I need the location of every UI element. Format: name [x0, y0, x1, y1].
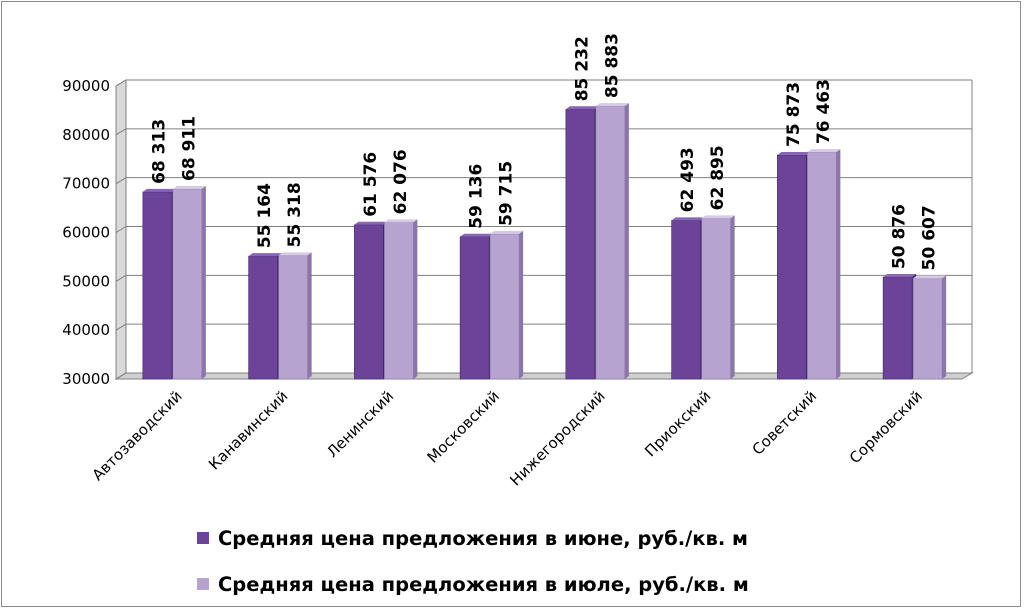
legend-swatch-july — [197, 578, 209, 590]
bar-july — [278, 255, 308, 380]
data-label: 50 876 — [890, 204, 910, 269]
data-label: 85 232 — [572, 36, 592, 101]
data-label: 68 911 — [179, 116, 199, 181]
bar-top — [807, 149, 841, 153]
gridline-depth — [115, 226, 127, 233]
bar-july — [595, 105, 626, 380]
bar-top — [460, 233, 494, 237]
legend-item-july: Средняя цена предложения в июле, руб./кв… — [197, 561, 897, 607]
bar-side — [942, 275, 947, 379]
data-label: 59 136 — [467, 164, 487, 229]
bar-june — [142, 191, 173, 380]
data-label: 59 715 — [497, 161, 517, 226]
legend-swatch-june — [197, 532, 209, 544]
x-category-label: Нижегородский — [506, 387, 608, 489]
bar-july — [384, 222, 414, 380]
y-tick-label: 50000 — [62, 272, 110, 290]
x-category-label: Автозаводский — [89, 387, 186, 484]
bar-side — [413, 219, 418, 379]
data-label: 62 895 — [708, 145, 728, 210]
y-tick-label: 60000 — [62, 224, 110, 242]
bar-top — [565, 106, 599, 110]
x-category-label: Советский — [749, 387, 821, 459]
x-category-label: Приокский — [641, 387, 714, 460]
bar-top — [384, 219, 418, 223]
data-label: 85 883 — [602, 33, 622, 98]
bar-side — [201, 185, 206, 379]
data-label: 61 576 — [361, 152, 381, 217]
data-label: 68 313 — [149, 119, 169, 184]
bar-july — [172, 188, 203, 380]
legend-item-june: Средняя цена предложения в июне, руб./кв… — [197, 515, 897, 561]
bar-side — [730, 215, 735, 379]
bar-top — [490, 230, 524, 234]
bar-june — [354, 224, 384, 380]
bar-side — [519, 230, 524, 379]
gridline-depth — [115, 372, 127, 380]
bar-top — [671, 217, 705, 221]
bar-top — [354, 221, 388, 225]
bar-june — [671, 220, 701, 380]
bar-top — [913, 275, 947, 279]
bar-side — [307, 252, 312, 379]
data-label: 50 607 — [920, 205, 940, 270]
bar-side — [836, 149, 841, 379]
bar-june — [459, 236, 490, 380]
y-tick-label: 90000 — [62, 77, 110, 95]
bar-july — [489, 233, 520, 380]
bar-june — [248, 255, 278, 380]
bar-top — [248, 253, 282, 257]
bar-july — [912, 278, 943, 380]
bar-july — [807, 151, 837, 380]
bar-top — [142, 188, 176, 192]
bar-june — [777, 154, 807, 380]
data-label: 55 318 — [285, 182, 305, 247]
data-label: 75 873 — [784, 82, 804, 147]
y-tick-label: 40000 — [62, 321, 110, 339]
gridline-depth — [115, 177, 127, 185]
x-category-label: Московский — [424, 387, 503, 466]
legend-label-june: Средняя цена предложения в июне, руб./кв… — [218, 526, 748, 550]
bar-top — [777, 151, 811, 155]
legend-label-july: Средняя цена предложения в июле, руб./кв… — [218, 572, 749, 596]
y-tick-label: 30000 — [62, 370, 110, 388]
bar-top — [172, 185, 206, 189]
x-category-label: Сормовский — [846, 387, 926, 467]
bar-side — [624, 103, 629, 380]
gridline-depth — [115, 128, 127, 136]
bar-july — [701, 218, 731, 380]
x-category-label: Канавинский — [205, 387, 291, 473]
floor — [114, 372, 974, 380]
x-category-label: Ленинский — [323, 387, 397, 461]
y-tick-label: 80000 — [62, 126, 110, 144]
gridline-depth — [115, 323, 127, 331]
bar-june — [565, 108, 596, 380]
data-label: 62 493 — [678, 147, 698, 212]
bar-top — [883, 274, 917, 278]
bar-top — [701, 215, 735, 219]
bar-june — [882, 276, 913, 380]
legend: Средняя цена предложения в июне, руб./кв… — [197, 515, 897, 607]
bar-top — [595, 103, 629, 107]
bar-top — [278, 252, 312, 256]
gridline-depth — [115, 274, 127, 282]
y-tick-label: 70000 — [62, 175, 110, 193]
data-label: 62 076 — [391, 149, 411, 214]
gridline-depth — [115, 79, 127, 87]
data-label: 55 164 — [255, 183, 275, 248]
data-label: 76 463 — [814, 79, 834, 144]
